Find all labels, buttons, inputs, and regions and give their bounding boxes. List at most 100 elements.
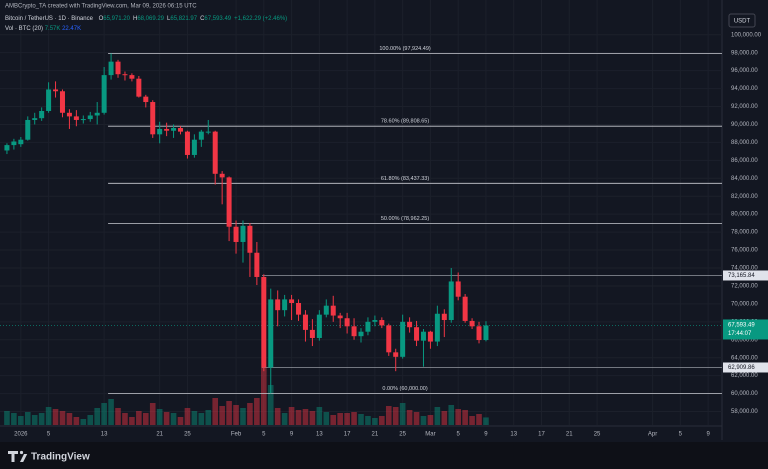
volume-bar (226, 401, 232, 425)
volume-bar (441, 411, 448, 425)
y-tick-label: 76,000.00 (731, 248, 758, 254)
candle-body (191, 139, 197, 155)
last-price-label: 67,593.49 (728, 323, 755, 329)
candle-body (59, 91, 65, 113)
ohlc-key: C (200, 16, 205, 22)
y-tick-label: 96,000.00 (731, 68, 758, 74)
volume-length: (20) (32, 26, 43, 32)
x-tick-label: 13 (510, 432, 517, 438)
volume-bar (469, 416, 475, 425)
volume-bar (309, 411, 316, 425)
candle-body (240, 225, 246, 242)
candle-body (66, 112, 72, 117)
candle-body (53, 89, 59, 92)
x-tick-label: 17 (538, 432, 545, 438)
volume-bar (254, 398, 260, 425)
volume-bar (385, 406, 392, 425)
candle-body (462, 296, 468, 321)
countdown: 17:44:07 (728, 331, 752, 337)
candle-body (323, 305, 329, 315)
candle-body (94, 112, 100, 116)
volume-bar (142, 413, 149, 425)
candle-body (407, 321, 413, 328)
candle-body (282, 299, 288, 311)
candle-body (441, 313, 447, 321)
volume-layer (4, 367, 489, 425)
ohlc-value: 68,069.29 (137, 16, 164, 22)
candle-body (337, 315, 343, 319)
level-label-box (723, 362, 768, 373)
volume-bar (163, 412, 170, 425)
candle-body (136, 78, 142, 97)
candle-body (358, 331, 364, 337)
candle-body (247, 225, 253, 253)
candle-body (205, 131, 211, 133)
currency-button[interactable] (728, 13, 756, 28)
volume-bar (344, 413, 350, 425)
volume-bar (288, 407, 295, 425)
candle-layer (4, 53, 489, 394)
volume-bar (413, 412, 420, 425)
candle-body (101, 75, 107, 113)
volume-bar (87, 415, 94, 425)
volume-bar (205, 410, 212, 425)
x-tick-label: 9 (484, 432, 488, 438)
volume-bar (149, 403, 156, 425)
x-tick-label: 13 (316, 432, 323, 438)
volume-bar (115, 408, 121, 425)
volume-bar (483, 417, 489, 425)
volume-bar (38, 413, 45, 425)
candle-body (372, 320, 378, 322)
candle-body (226, 177, 232, 227)
volume-legend: Vol · BTC (20) 7.57K 22.47K (5, 26, 81, 32)
y-tick-label: 62,000.00 (731, 373, 758, 379)
candle-body (386, 325, 392, 353)
candle-body (39, 110, 45, 119)
volume-bar (351, 412, 357, 425)
volume-bar (379, 416, 385, 425)
volume-value: 7.57K (45, 26, 61, 32)
volume-average: 22.47K (62, 26, 81, 32)
x-tick-label: 21 (372, 432, 379, 438)
candle-body (233, 226, 239, 242)
candle-body (115, 61, 121, 75)
x-tick-label: 25 (399, 432, 406, 438)
volume-name: Vol · BTC (5, 26, 31, 32)
logo-mark (8, 451, 18, 462)
volume-bar (476, 414, 482, 425)
x-tick-label: 9 (706, 432, 710, 438)
candle-body (261, 276, 267, 368)
volume-bar (365, 416, 371, 425)
volume-bar (274, 408, 281, 425)
candle-body (414, 327, 420, 341)
candle-body (344, 318, 350, 327)
candle-body (11, 141, 17, 146)
currency-label[interactable]: USDT (734, 19, 751, 25)
ohlc-key: O (99, 16, 104, 22)
x-tick-label: 25 (594, 432, 601, 438)
volume-bar (358, 414, 364, 425)
x-tick-label: Feb (231, 432, 242, 438)
candle-body (198, 131, 204, 140)
candle-body (157, 128, 163, 135)
volume-bar (323, 412, 330, 425)
y-tick-label: 64,000.00 (731, 355, 758, 361)
y-tick-label: 72,000.00 (731, 284, 758, 290)
y-tick-label: 78,000.00 (731, 230, 758, 236)
volume-bar (66, 413, 73, 425)
candle-body (365, 321, 371, 332)
candle-body (483, 325, 489, 341)
volume-bar (24, 412, 31, 425)
fib-label: 0.00% (60,000.00) (382, 386, 427, 392)
level-label: 62,909.86 (728, 365, 755, 371)
candle-body (302, 314, 308, 330)
attribution: AMBCrypto_TA created with TradingView.co… (5, 4, 197, 10)
volume-bar (240, 408, 246, 425)
candle-body (351, 326, 357, 337)
volume-bar (177, 417, 184, 425)
volume-bar (233, 405, 239, 425)
volume-bar (198, 413, 205, 425)
fib-label: 61.80% (83,437.33) (381, 176, 429, 182)
